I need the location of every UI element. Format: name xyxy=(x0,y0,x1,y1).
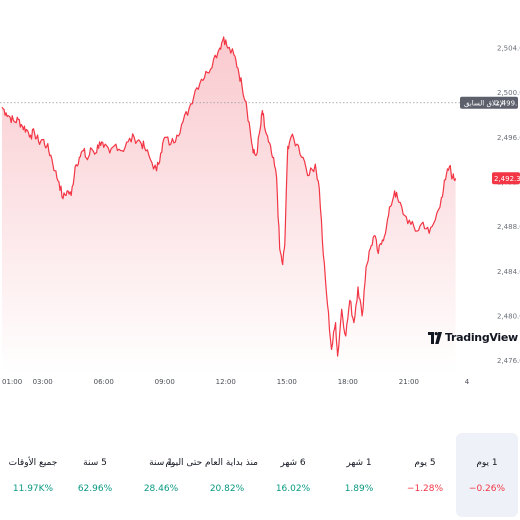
period-label: منذ بداية العام حتى اليوم xyxy=(165,458,258,468)
period-change-value: 62.96% xyxy=(77,484,113,494)
period-label: جميع الأوقات xyxy=(8,458,58,468)
period-change-value: −1.28% xyxy=(406,484,444,494)
period-tab-2[interactable]: 5 يوم −1.28% xyxy=(394,433,456,517)
period-tab-7[interactable]: 5 سنة 62.96% xyxy=(64,433,126,517)
y-axis-tick-label: 2,488.00 xyxy=(497,223,520,231)
y-axis-tick-label: 2,476.00 xyxy=(497,357,520,365)
period-change-value: 20.82% xyxy=(209,484,245,494)
y-axis-tick-label: 2,484.00 xyxy=(497,268,520,276)
period-label: 5 سنة xyxy=(83,458,107,468)
last-price-badge-value: 2,492.33 xyxy=(494,175,520,183)
x-axis-tick-label: 01:00 xyxy=(2,378,22,386)
last-price-badge-bg xyxy=(492,172,520,185)
price-chart[interactable]: 2,504.002,500.002,496.002,492.002,488.00… xyxy=(0,0,520,395)
previous-close-badge-bg xyxy=(460,96,518,109)
last-price-badge: 2,492.33 xyxy=(492,172,520,185)
period-change-value: 11.97K% xyxy=(12,484,54,494)
period-label: 1 شهر xyxy=(346,458,372,468)
x-axis-tick-label: 12:00 xyxy=(216,378,236,386)
x-axis-tick-label: 21:00 xyxy=(399,378,419,386)
previous-close-badge-label: الإغلاق السابق xyxy=(464,99,506,107)
x-axis-tick-label: 09:00 xyxy=(155,378,175,386)
period-label: 5 يوم xyxy=(414,458,436,468)
previous-close-badge-value: 2,499.10 xyxy=(495,99,520,107)
period-change-value: 28.46% xyxy=(143,484,179,494)
performance-periods: 1 يوم −0.26% 5 يوم −1.28% 1 شهر 1.89% 6 شهر 16.… xyxy=(0,433,520,517)
y-axis-tick-label: 2,496.00 xyxy=(497,134,520,142)
x-axis-tick-label: 03:00 xyxy=(33,378,53,386)
period-tab-1[interactable]: 1 يوم −0.26% xyxy=(456,433,518,517)
chart-canvas[interactable]: 2,504.002,500.002,496.002,492.002,488.00… xyxy=(0,0,520,395)
period-label: 1 يوم xyxy=(476,458,498,468)
x-axis-tick-label: 06:00 xyxy=(94,378,114,386)
period-tab-5[interactable]: منذ بداية العام حتى اليوم 20.82% xyxy=(165,433,258,517)
y-axis-tick-label: 2,480.00 xyxy=(497,312,520,320)
tradingview-logo-icon xyxy=(428,331,442,344)
x-axis-tick-label: 4 xyxy=(465,378,470,386)
x-axis-tick-label: 15:00 xyxy=(277,378,297,386)
x-axis-tick-label: 18:00 xyxy=(338,378,358,386)
tradingview-logo-text: TradingView xyxy=(445,331,518,344)
tradingview-logo: TradingView xyxy=(428,331,518,344)
period-change-value: −0.26% xyxy=(468,484,506,494)
period-tab-4[interactable]: 6 شهر 16.02% xyxy=(262,433,324,517)
y-axis-tick-label: 2,500.00 xyxy=(497,89,520,97)
price-area xyxy=(2,36,456,374)
period-tab-3[interactable]: 1 شهر 1.89% xyxy=(328,433,390,517)
period-tab-6[interactable]: 1 سنة 28.46% xyxy=(130,433,192,517)
period-change-value: 1.89% xyxy=(344,484,374,494)
period-tab-8[interactable]: جميع الأوقات 11.97K% xyxy=(2,433,64,517)
period-label: 6 شهر xyxy=(280,458,306,468)
period-change-value: 16.02% xyxy=(275,484,311,494)
price-line[interactable] xyxy=(1,36,457,357)
y-axis-tick-label: 2,504.00 xyxy=(497,45,520,53)
period-label: 1 سنة xyxy=(149,458,173,468)
